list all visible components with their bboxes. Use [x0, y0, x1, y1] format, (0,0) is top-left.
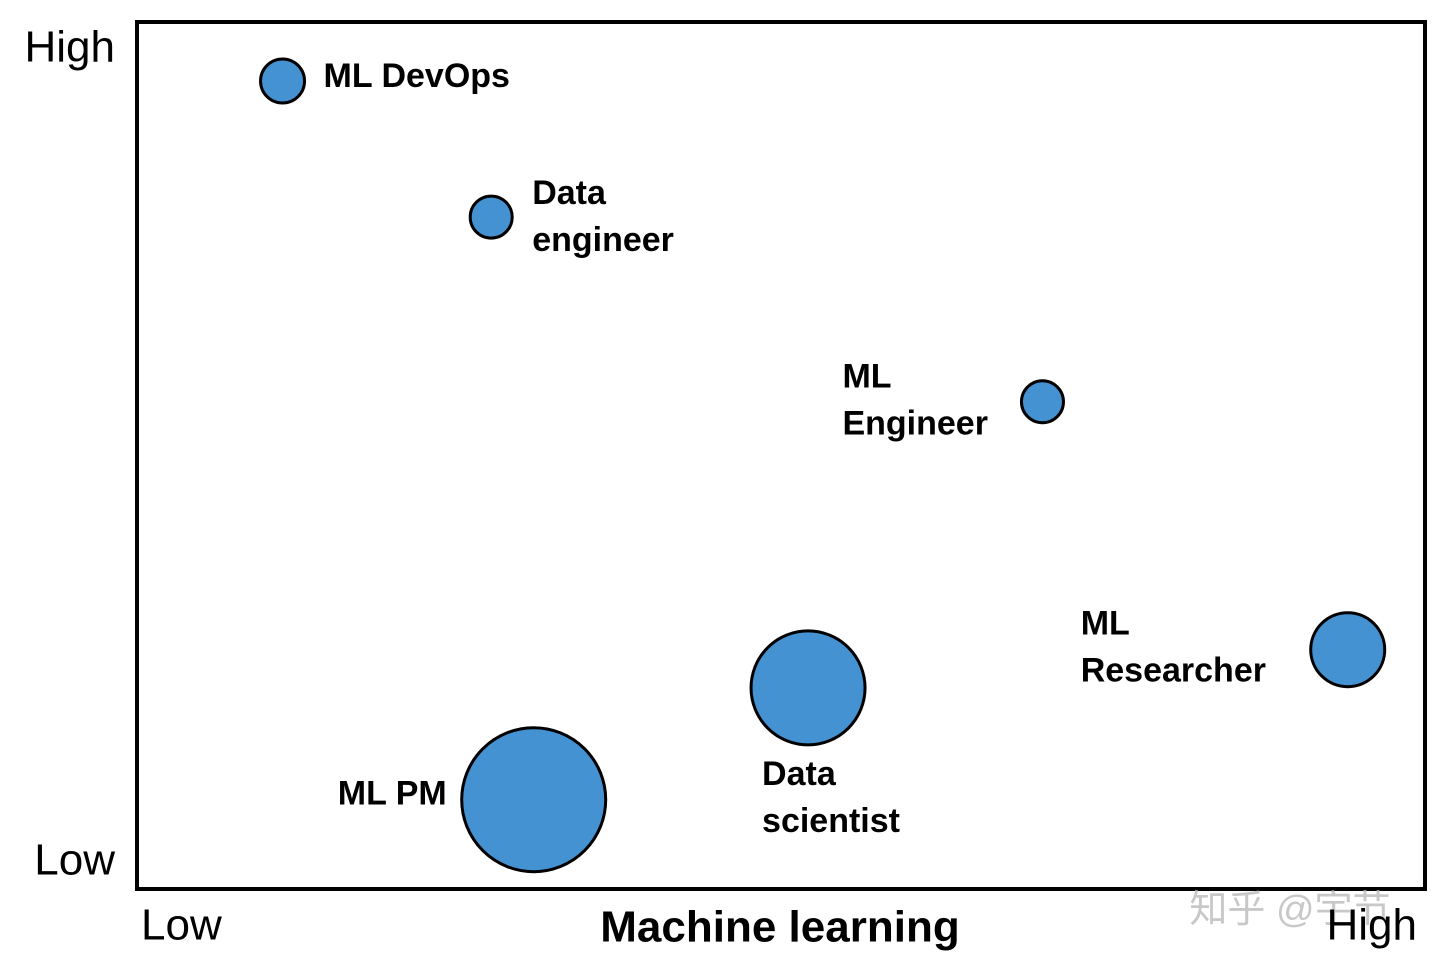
bubble-label: ML Engineer — [842, 358, 987, 443]
bubble-label: ML PM — [338, 775, 447, 813]
plot-frame — [135, 20, 1427, 891]
bubble — [259, 57, 307, 105]
bubble — [1019, 379, 1065, 425]
bubble — [749, 629, 867, 747]
bubble — [1309, 611, 1387, 689]
bubble — [468, 194, 514, 240]
watermark: 知乎 @宇节 — [1189, 889, 1390, 931]
y-tick-label: High — [25, 23, 116, 72]
x-tick-label: Low — [141, 901, 222, 950]
bubble — [460, 726, 608, 874]
x-tick-label: High — [1327, 901, 1418, 950]
bubble-label: Data engineer — [532, 174, 674, 259]
bubble-label: ML DevOps — [324, 57, 510, 95]
bubble-label: Data scientist — [762, 755, 900, 840]
bubble-label: ML Researcher — [1081, 605, 1266, 690]
y-tick-label: Low — [34, 836, 115, 885]
x-axis-label: Machine learning — [600, 903, 959, 952]
